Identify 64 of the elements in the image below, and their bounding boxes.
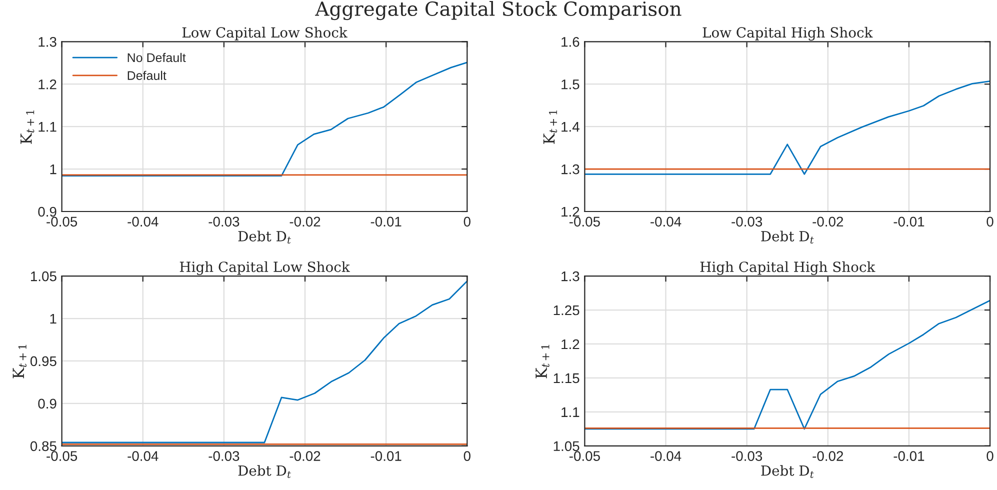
y-tick-label: 1.1: [562, 407, 580, 417]
x-tick-label: -0.02: [812, 216, 844, 227]
y-tick-label: 1.25: [554, 305, 580, 316]
x-tick-label: -0.01: [370, 216, 402, 227]
x-tick-label: -0.01: [370, 451, 402, 461]
chart-title: Low Capital Low Shock: [182, 26, 348, 40]
y-tick-label: 1.05: [30, 271, 56, 282]
y-tick-label: 1.6: [562, 36, 580, 47]
y-tick-label: 1.05: [554, 441, 580, 452]
y-tick-label: 1.3: [38, 36, 56, 47]
x-tick-label: -0.03: [732, 451, 762, 461]
y-tick-label: 1.4: [562, 122, 580, 132]
y-tick-label: 1: [50, 164, 56, 174]
x-tick-label: 0: [464, 216, 470, 227]
y-tick-label: 1: [50, 314, 56, 324]
y-tick-label: 1.15: [554, 373, 580, 384]
chart-title: High Capital High Shock: [700, 261, 876, 275]
line-series: [584, 300, 990, 430]
x-tick-label: -0.05: [46, 451, 78, 461]
x-tick-label: -0.04: [128, 451, 158, 461]
x-tick-label: 0: [464, 451, 470, 461]
text: Aggregate Capital Stock Comparison: [315, 0, 682, 20]
x-tick-label: 0: [986, 451, 994, 461]
y-axis-title: K$_{t+1}$: [536, 344, 550, 378]
line-series: [62, 62, 468, 177]
x-tick-label: -0.03: [208, 216, 240, 227]
legend-label: No Default: [128, 52, 186, 62]
y-tick-label: 1.2: [38, 79, 56, 90]
x-tick-label: -0.04: [128, 216, 158, 227]
x-tick-label: -0.05: [569, 451, 600, 461]
x-tick-label: -0.05: [46, 216, 78, 227]
x-axis-title: Debt D$_{t}$: [761, 465, 814, 478]
x-tick-label: -0.01: [894, 216, 924, 227]
chart-title: High Capital Low Shock: [180, 261, 350, 275]
y-tick-label: 1.2: [562, 339, 580, 350]
y-tick-label: 1.1: [38, 122, 56, 132]
line-series: [62, 280, 468, 444]
x-tick-label: -0.02: [812, 451, 844, 461]
y-tick-label: 1.3: [562, 164, 580, 174]
line-series: [584, 80, 990, 175]
x-tick-label: -0.01: [894, 451, 924, 461]
x-tick-label: -0.05: [569, 216, 600, 227]
y-axis-title: K$_{t+1}$: [20, 110, 34, 144]
y-tick-label: 1.5: [562, 80, 580, 90]
x-tick-label: -0.02: [290, 216, 320, 227]
x-tick-label: -0.02: [290, 451, 320, 461]
y-tick-label: 0.85: [30, 441, 56, 452]
x-tick-label: -0.04: [650, 216, 682, 227]
x-axis-title: Debt D$_{t}$: [238, 465, 291, 478]
x-axis-title: Debt D$_{t}$: [238, 230, 291, 244]
x-axis-title: Debt D$_{t}$: [761, 230, 814, 244]
y-axis-title: K$_{t+1}$: [12, 344, 26, 378]
x-tick-label: 0: [986, 216, 994, 227]
y-tick-label: 0.95: [30, 356, 56, 366]
y-tick-label: 0.9: [38, 398, 56, 409]
x-tick-label: -0.03: [208, 451, 240, 461]
chart-title: Low Capital High Shock: [702, 26, 873, 41]
x-tick-label: -0.03: [732, 216, 762, 227]
x-tick-label: -0.04: [650, 451, 682, 461]
y-axis-title: K$_{t+1}$: [543, 110, 558, 144]
legend-label: Default: [128, 70, 166, 80]
y-tick-label: 0.9: [38, 206, 56, 217]
y-tick-label: 1.3: [562, 271, 580, 282]
y-tick-label: 1.2: [562, 206, 580, 217]
